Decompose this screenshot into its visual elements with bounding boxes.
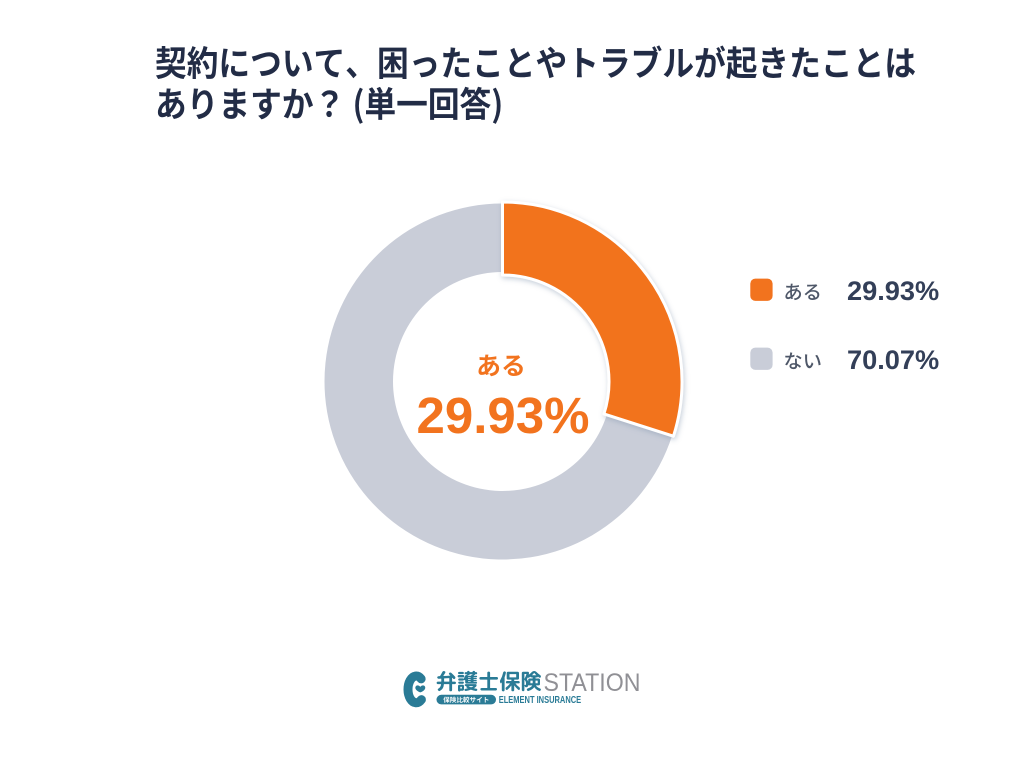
svg-text:ELEMENT INSURANCE: ELEMENT INSURANCE xyxy=(499,695,582,706)
svg-text:70.07%: 70.07% xyxy=(847,344,939,375)
svg-text:STATION: STATION xyxy=(544,670,641,697)
svg-text:29.93%: 29.93% xyxy=(847,275,939,306)
svg-text:29.93%: 29.93% xyxy=(417,387,590,444)
